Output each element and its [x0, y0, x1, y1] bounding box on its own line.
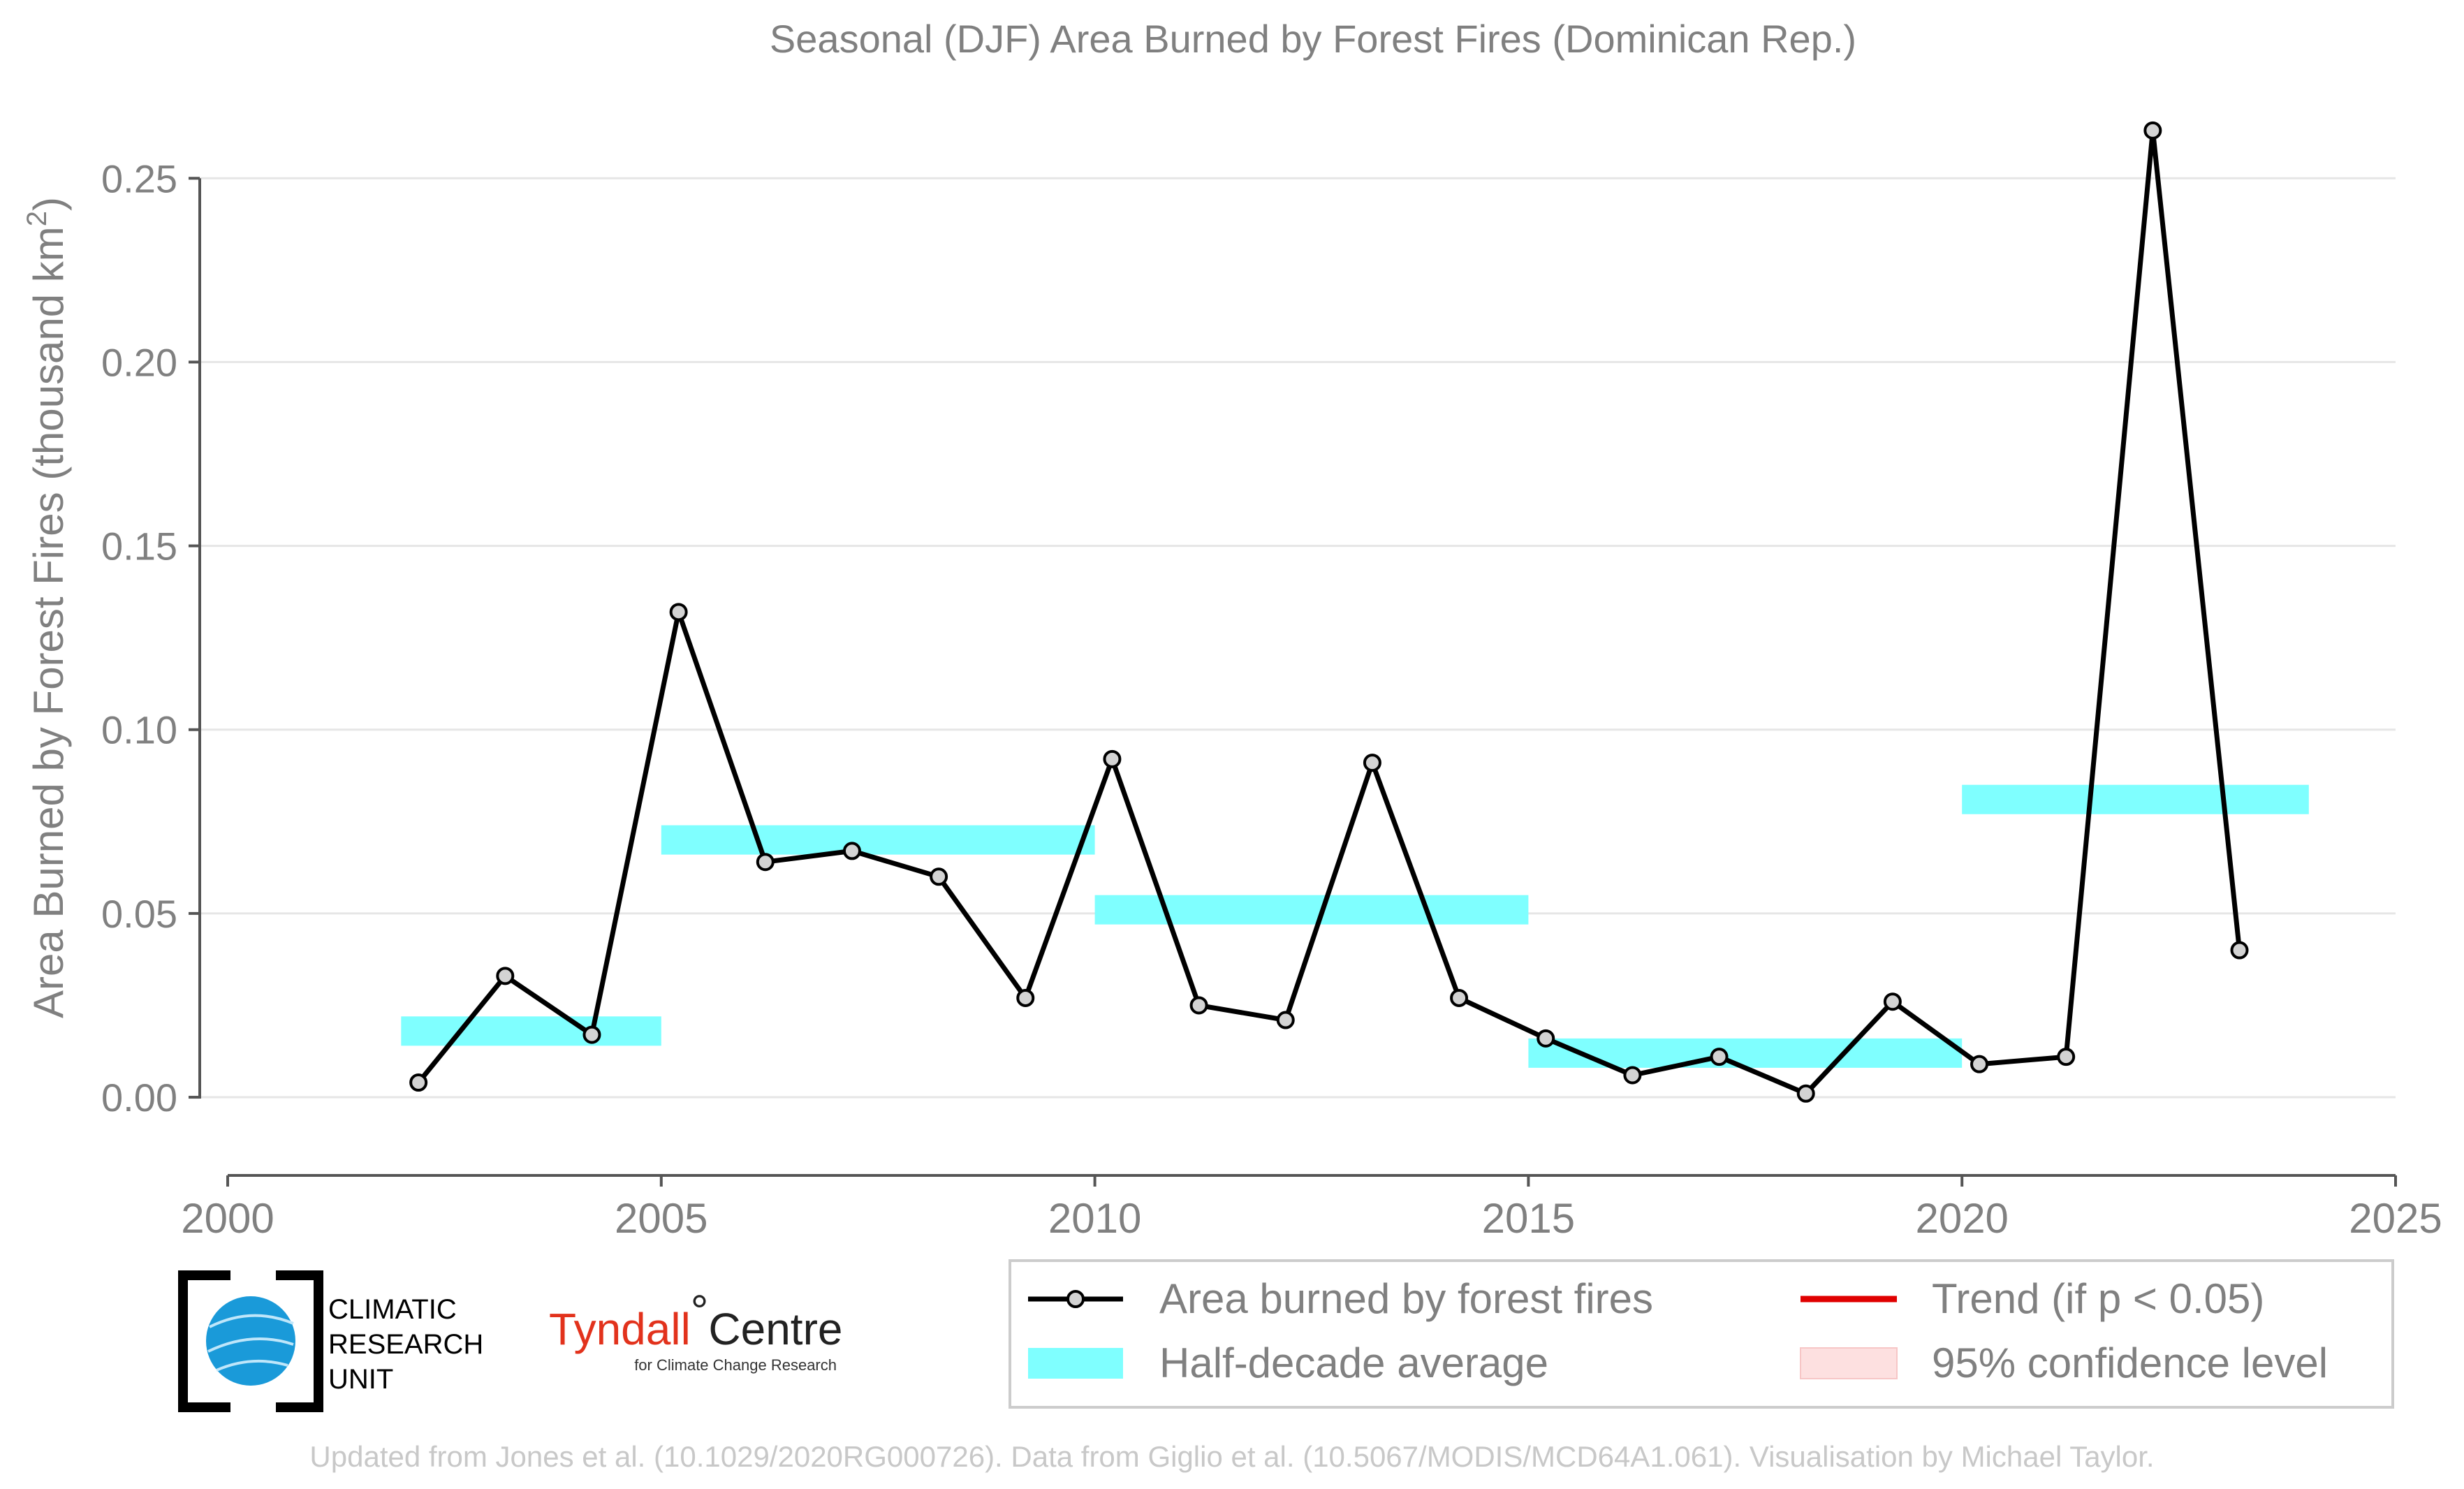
data-point — [2057, 1048, 2076, 1066]
series-line — [416, 128, 2242, 1096]
cru-line3: UNIT — [328, 1364, 393, 1395]
data-point — [1016, 988, 1035, 1007]
data-point — [1363, 754, 1381, 772]
x-tick-label: 2010 — [1048, 1195, 1141, 1242]
data-point — [1103, 749, 1122, 768]
half-decade-band — [401, 1016, 661, 1046]
y-axis-label: Area Burned by Forest Fires (thousand km… — [22, 197, 72, 1018]
tyndall-logo: Tyndall°Centre for Climate Change Resear… — [549, 1286, 842, 1374]
tyndall-degree: ° — [691, 1286, 709, 1336]
data-point — [1276, 1011, 1295, 1029]
data-point — [756, 853, 775, 872]
data-point — [1189, 996, 1208, 1015]
tyndall-tagline: for Climate Change Research — [634, 1356, 837, 1374]
cru-bracket-right — [276, 1270, 323, 1412]
x-tick-label: 2005 — [615, 1195, 707, 1242]
y-axis-label-main: Area Burned by Forest Fires (thousand km — [25, 226, 72, 1018]
y-tick-label: 0.25 — [101, 156, 177, 200]
data-point — [842, 842, 861, 860]
half-decade-band — [661, 825, 1095, 855]
x-tick-label: 2015 — [1482, 1195, 1575, 1242]
tyndall-centre: Centre — [708, 1304, 842, 1354]
data-point — [409, 1073, 428, 1092]
data-point — [1623, 1066, 1642, 1085]
x-tick-label: 2025 — [2349, 1195, 2442, 1242]
data-point — [496, 967, 515, 985]
legend-label-confidence: 95% confidence level — [1932, 1340, 2328, 1386]
data-point — [669, 603, 688, 622]
series-area-burned — [409, 121, 2249, 1103]
tyndall-wordmark: Tyndall°Centre — [549, 1286, 842, 1354]
data-point — [1970, 1055, 1989, 1073]
cru-logo: CLIMATIC RESEARCH UNIT — [178, 1270, 483, 1412]
x-tick-label: 2020 — [1915, 1195, 2008, 1242]
cru-bracket-left — [178, 1270, 230, 1412]
data-point — [2143, 121, 2162, 140]
half-decade-band — [1528, 1038, 1963, 1068]
x-tick-label: 2000 — [181, 1195, 274, 1242]
legend: Area burned by forest fires Trend (if p … — [1009, 1259, 2394, 1409]
y-axis-label-suffix: ) — [25, 197, 72, 211]
y-axis-label-superscript: 2 — [22, 211, 52, 226]
y-ticks: 0.00 0.05 0.10 0.15 0.20 0.25 — [101, 156, 201, 1120]
data-point — [1796, 1084, 1815, 1103]
y-tick-label: 0.20 — [101, 340, 177, 384]
chart-title: Seasonal (DJF) Area Burned by Forest Fir… — [770, 17, 1856, 61]
legend-label-trend: Trend (if p < 0.05) — [1932, 1275, 2264, 1322]
y-tick-label: 0.15 — [101, 525, 177, 569]
y-tick-label: 0.05 — [101, 892, 177, 936]
legend-confidence-swatch — [1800, 1347, 1898, 1379]
tyndall-name: Tyndall — [549, 1304, 691, 1354]
legend-half-decade-swatch — [1028, 1348, 1123, 1379]
data-point — [1450, 988, 1469, 1007]
half-decade-band — [1962, 784, 2309, 814]
data-point — [1883, 992, 1902, 1011]
data-point — [582, 1025, 601, 1044]
grid-lines — [200, 177, 2396, 1099]
x-axis: 2000 2005 2010 2015 2020 2025 — [181, 1174, 2442, 1242]
legend-label-area-burned: Area burned by forest fires — [1159, 1275, 1653, 1322]
cru-line2: RESEARCH — [328, 1329, 483, 1360]
data-point — [1537, 1029, 1555, 1048]
legend-label-half-decade: Half-decade average — [1159, 1340, 1548, 1386]
y-tick-label: 0.10 — [101, 708, 177, 752]
legend-frame — [1009, 1259, 2394, 1409]
data-point — [930, 867, 948, 886]
cru-line1: CLIMATIC — [328, 1294, 457, 1325]
legend-marker-swatch — [1066, 1290, 1085, 1308]
half-decade-bands — [401, 784, 2309, 1068]
y-tick-label: 0.00 — [101, 1076, 177, 1120]
footer-credits: Updated from Jones et al. (10.1029/2020R… — [309, 1440, 2154, 1473]
data-point — [1710, 1048, 1729, 1066]
data-point — [2230, 941, 2249, 960]
cru-globe-lines — [207, 1314, 294, 1372]
